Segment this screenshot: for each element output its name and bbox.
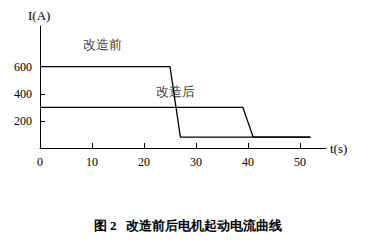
svg-text:0: 0 <box>37 155 43 169</box>
svg-text:10: 10 <box>86 155 98 169</box>
svg-text:600: 600 <box>14 60 32 74</box>
svg-text:30: 30 <box>190 155 202 169</box>
svg-text:改造后: 改造后 <box>156 84 195 99</box>
svg-text:50: 50 <box>294 155 306 169</box>
svg-text:改造前: 改造前 <box>83 37 122 52</box>
svg-text:t(s): t(s) <box>330 141 347 156</box>
svg-text:I(A): I(A) <box>28 8 50 23</box>
svg-text:20: 20 <box>138 155 150 169</box>
svg-text:400: 400 <box>14 87 32 101</box>
svg-text:40: 40 <box>242 155 254 169</box>
svg-text:200: 200 <box>14 114 32 128</box>
svg-text:图 2 改造前后电机起动电流曲线: 图 2 改造前后电机起动电流曲线 <box>94 218 283 233</box>
